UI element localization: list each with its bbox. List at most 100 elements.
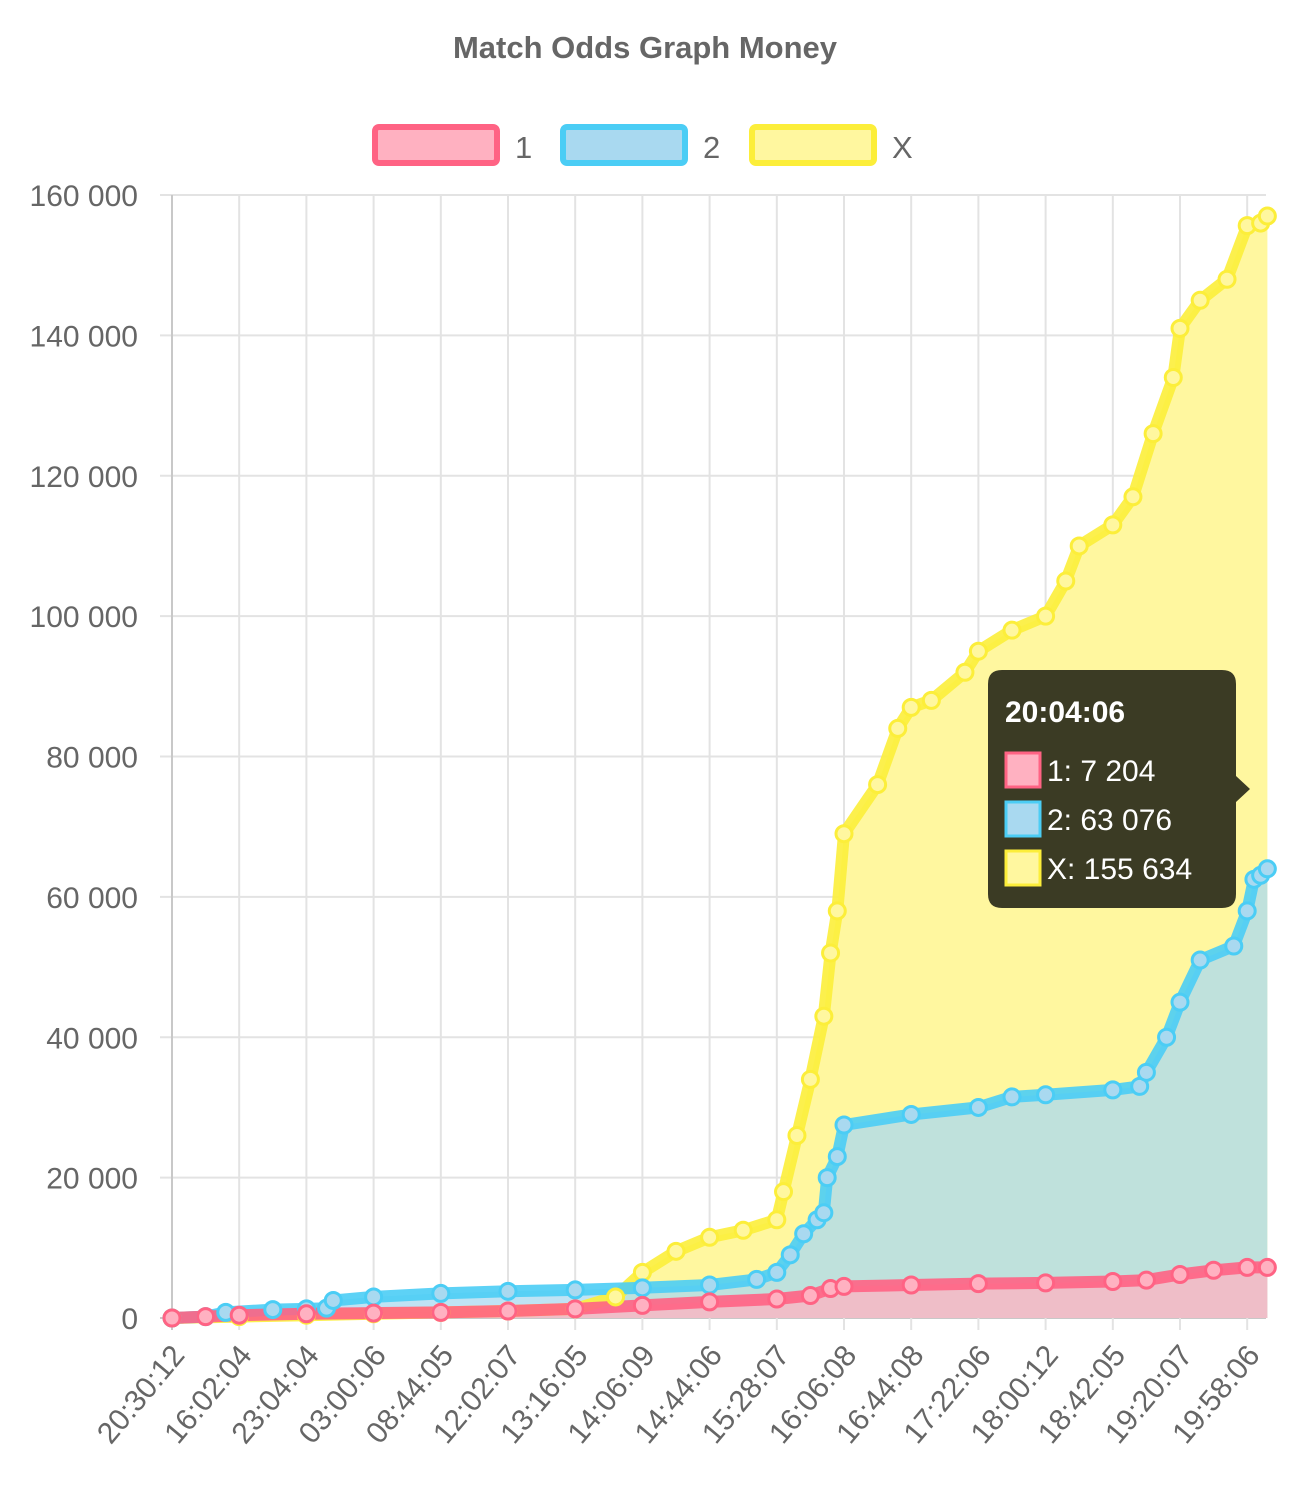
- y-tick-label: 20 000: [46, 1163, 138, 1196]
- point-series-X: [1002, 620, 1022, 640]
- point-series-2: [1257, 859, 1277, 879]
- point-series-1: [364, 1303, 384, 1323]
- point-series-2: [1170, 992, 1190, 1012]
- point-series-2: [431, 1283, 451, 1303]
- point-series-X: [1056, 571, 1076, 591]
- point-series-X: [1190, 290, 1210, 310]
- point-series-X: [606, 1287, 626, 1307]
- point-series-2: [498, 1281, 518, 1301]
- point-series-X: [888, 718, 908, 738]
- point-series-2: [834, 1115, 854, 1135]
- point-series-2: [323, 1290, 343, 1310]
- tooltip-swatch: [1004, 800, 1042, 838]
- point-series-2: [968, 1097, 988, 1117]
- y-tick-label: 120 000: [30, 461, 138, 494]
- tooltip-line: X: 155 634: [1047, 853, 1192, 886]
- point-series-1: [565, 1299, 585, 1319]
- point-series-X: [1143, 424, 1163, 444]
- point-series-1: [800, 1286, 820, 1306]
- y-tick-label: 140 000: [30, 320, 138, 353]
- y-tick-label: 0: [121, 1303, 138, 1336]
- area-series-2: [172, 868, 1268, 1318]
- series-points: [162, 206, 1277, 1328]
- point-series-1: [196, 1307, 216, 1327]
- point-series-2: [1157, 1027, 1177, 1047]
- point-series-2: [1103, 1080, 1123, 1100]
- point-series-X: [1036, 606, 1056, 626]
- point-series-X: [821, 943, 841, 963]
- point-series-2: [1036, 1085, 1056, 1105]
- y-tick-label: 160 000: [30, 180, 138, 213]
- point-series-X: [901, 697, 921, 717]
- legend-label-1: 1: [515, 130, 532, 165]
- point-series-X: [700, 1227, 720, 1247]
- point-series-X: [787, 1126, 807, 1146]
- point-series-X: [1170, 318, 1190, 338]
- area-series-X: [172, 216, 1268, 1319]
- point-series-X: [1069, 536, 1089, 556]
- point-series-X: [921, 690, 941, 710]
- point-series-2: [1237, 901, 1257, 921]
- tooltip-line: 1: 7 204: [1047, 755, 1155, 788]
- point-series-2: [1136, 1062, 1156, 1082]
- tooltip-line: 2: 63 076: [1047, 804, 1172, 837]
- point-series-X: [632, 1262, 652, 1282]
- point-series-1: [1036, 1273, 1056, 1293]
- legend-label-2: 2: [703, 130, 720, 165]
- tooltip-swatch: [1004, 849, 1042, 887]
- point-series-2: [700, 1275, 720, 1295]
- legend-label-X: X: [892, 130, 913, 165]
- point-series-1: [700, 1292, 720, 1312]
- y-tick-label: 100 000: [30, 601, 138, 634]
- point-series-2: [632, 1278, 652, 1298]
- legend-swatch-X: [749, 124, 877, 166]
- point-series-1: [1257, 1257, 1277, 1277]
- point-series-2: [747, 1269, 767, 1289]
- point-series-X: [767, 1210, 787, 1230]
- point-series-1: [1136, 1270, 1156, 1290]
- point-series-X: [1103, 515, 1123, 535]
- point-series-1: [1204, 1260, 1224, 1280]
- point-series-1: [1103, 1272, 1123, 1292]
- point-series-X: [1217, 269, 1237, 289]
- point-series-2: [1224, 936, 1244, 956]
- point-series-1: [162, 1308, 182, 1328]
- point-series-X: [1123, 487, 1143, 507]
- point-series-1: [1237, 1257, 1257, 1277]
- point-series-2: [1002, 1087, 1022, 1107]
- point-series-X: [868, 775, 888, 795]
- y-tick-label: 80 000: [46, 742, 138, 775]
- point-series-1: [1170, 1264, 1190, 1284]
- point-series-X: [1257, 206, 1277, 226]
- point-series-X: [774, 1182, 794, 1202]
- point-series-2: [817, 1168, 837, 1188]
- point-series-1: [968, 1274, 988, 1294]
- y-tick-label: 40 000: [46, 1022, 138, 1055]
- legend-swatch-1: [372, 124, 500, 166]
- point-series-2: [794, 1224, 814, 1244]
- series-areas: [172, 216, 1268, 1319]
- point-series-X: [827, 901, 847, 921]
- area-series-1: [172, 1267, 1268, 1318]
- point-series-X: [968, 641, 988, 661]
- y-tick-label: 60 000: [46, 882, 138, 915]
- point-series-X: [814, 1006, 834, 1026]
- point-series-2: [767, 1262, 787, 1282]
- point-series-X: [733, 1220, 753, 1240]
- point-series-1: [229, 1305, 249, 1325]
- chart-legend: 1 2 X: [372, 124, 913, 166]
- point-series-2: [780, 1245, 800, 1265]
- point-series-2: [814, 1203, 834, 1223]
- point-series-2: [263, 1300, 283, 1320]
- point-series-1: [834, 1276, 854, 1296]
- point-series-X: [800, 1069, 820, 1089]
- point-series-1: [632, 1295, 652, 1315]
- legend-swatch-2: [560, 124, 688, 166]
- tooltip-title: 20:04:06: [1005, 696, 1125, 729]
- point-series-X: [666, 1241, 686, 1261]
- point-series-2: [827, 1147, 847, 1167]
- point-series-1: [431, 1302, 451, 1322]
- point-series-X: [955, 662, 975, 682]
- tooltip: 20:04:06 1: 7 204 2: 63 076 X: 155 634: [988, 670, 1250, 908]
